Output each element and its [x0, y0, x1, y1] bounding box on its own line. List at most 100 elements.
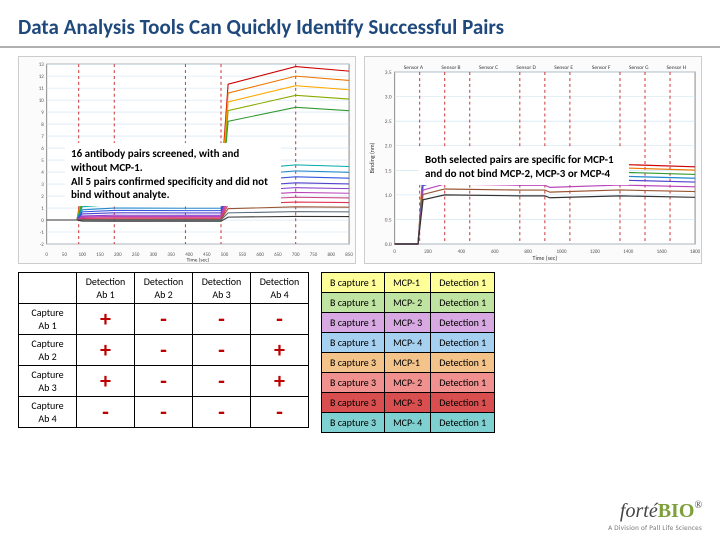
matrix-row-header: CaptureAb 4 — [19, 397, 77, 428]
svg-text:10: 10 — [39, 98, 45, 104]
svg-text:1800: 1800 — [690, 249, 701, 255]
spec-analyte: MCP- 2 — [385, 293, 431, 313]
matrix-row-header: CaptureAb 2 — [19, 335, 77, 366]
svg-text:850: 850 — [345, 252, 353, 258]
spec-row: B capture 3 MCP- 2 Detection 1 — [322, 373, 495, 393]
matrix-cell: - — [135, 335, 193, 366]
svg-text:13: 13 — [39, 62, 45, 68]
spec-analyte: MCP- 4 — [385, 333, 431, 353]
svg-text:Sensor A: Sensor A — [404, 65, 424, 71]
svg-text:9: 9 — [41, 110, 44, 116]
spec-detect: Detection 1 — [431, 293, 495, 313]
svg-text:Sensor C: Sensor C — [479, 65, 498, 71]
svg-text:Binding (nm): Binding (nm) — [368, 142, 376, 173]
matrix-cell: - — [135, 366, 193, 397]
matrix-row-header: CaptureAb 3 — [19, 366, 77, 397]
svg-text:Sensor B: Sensor B — [441, 65, 460, 71]
spec-row: B capture 3 MCP- 3 Detection 1 — [322, 393, 495, 413]
svg-text:100: 100 — [78, 252, 86, 258]
svg-text:Sensor H: Sensor H — [667, 65, 687, 71]
svg-text:750: 750 — [310, 252, 318, 258]
svg-text:150: 150 — [96, 252, 104, 258]
svg-text:3.5: 3.5 — [385, 70, 392, 76]
logo-subtitle: A Division of Pall Life Sciences — [608, 523, 702, 532]
spec-detect: Detection 1 — [431, 333, 495, 353]
svg-text:12: 12 — [39, 74, 45, 80]
svg-text:Time (sec): Time (sec) — [187, 256, 210, 263]
spec-analyte: MCP- 3 — [385, 393, 431, 413]
matrix-col-header: DetectionAb 3 — [193, 273, 251, 304]
svg-text:Sensor E: Sensor E — [554, 65, 573, 71]
slide-title: Data Analysis Tools Can Quickly Identify… — [0, 0, 720, 46]
spec-row: B capture 3 MCP- 4 Detection 1 — [322, 413, 495, 433]
spec-capture: B capture 3 — [322, 393, 385, 413]
svg-text:3.0: 3.0 — [385, 95, 392, 101]
left-chart-panel: -2-1012345678910111213050100150200250300… — [18, 56, 356, 264]
matrix-col-header: DetectionAb 2 — [135, 273, 193, 304]
spec-capture: B capture 1 — [322, 273, 385, 293]
svg-text:0: 0 — [393, 249, 396, 255]
matrix-cell: - — [193, 335, 251, 366]
svg-text:1.5: 1.5 — [385, 168, 392, 174]
spec-capture: B capture 3 — [322, 353, 385, 373]
matrix-cell: - — [193, 397, 251, 428]
matrix-cell: - — [77, 397, 135, 428]
pairing-matrix-table: DetectionAb 1DetectionAb 2DetectionAb 3D… — [18, 272, 309, 428]
svg-text:0.5: 0.5 — [385, 217, 392, 223]
spec-analyte: MCP- 3 — [385, 313, 431, 333]
svg-text:8: 8 — [41, 122, 44, 128]
matrix-col-header: DetectionAb 1 — [77, 273, 135, 304]
svg-text:0.0: 0.0 — [385, 242, 392, 248]
svg-text:250: 250 — [132, 252, 140, 258]
svg-text:Sensor F: Sensor F — [592, 65, 611, 71]
svg-text:2.0: 2.0 — [385, 144, 392, 150]
matrix-row-header: CaptureAb 1 — [19, 304, 77, 335]
svg-text:7: 7 — [41, 134, 44, 140]
svg-text:500: 500 — [221, 252, 229, 258]
svg-text:1.0: 1.0 — [385, 193, 392, 199]
svg-text:2.5: 2.5 — [385, 119, 392, 125]
svg-text:5: 5 — [41, 158, 44, 164]
svg-text:200: 200 — [114, 252, 122, 258]
matrix-cell: - — [193, 304, 251, 335]
svg-text:1: 1 — [41, 206, 44, 212]
svg-text:Sensor G: Sensor G — [629, 65, 649, 71]
svg-text:0: 0 — [45, 252, 48, 258]
svg-text:-2: -2 — [40, 242, 45, 248]
svg-text:50: 50 — [62, 252, 68, 258]
svg-text:800: 800 — [524, 249, 532, 255]
logo-main: fortéBIO® — [608, 500, 702, 523]
matrix-cell: - — [135, 304, 193, 335]
svg-text:800: 800 — [328, 252, 336, 258]
matrix-cell: + — [251, 366, 309, 397]
spec-capture: B capture 1 — [322, 313, 385, 333]
charts-row: -2-1012345678910111213050100150200250300… — [0, 56, 720, 264]
spec-detect: Detection 1 — [431, 393, 495, 413]
spec-row: B capture 1 MCP-1 Detection 1 — [322, 273, 495, 293]
spec-detect: Detection 1 — [431, 273, 495, 293]
matrix-cell: + — [77, 335, 135, 366]
spec-analyte: MCP-1 — [385, 273, 431, 293]
matrix-cell: + — [77, 304, 135, 335]
svg-text:350: 350 — [167, 252, 175, 258]
spec-detect: Detection 1 — [431, 313, 495, 333]
svg-text:400: 400 — [458, 249, 466, 255]
logo: fortéBIO® A Division of Pall Life Scienc… — [608, 500, 702, 532]
spec-row: B capture 1 MCP- 3 Detection 1 — [322, 313, 495, 333]
svg-text:Sensor D: Sensor D — [516, 65, 536, 71]
logo-text-b: BIO — [658, 500, 695, 522]
matrix-cell: + — [251, 335, 309, 366]
title-underline — [0, 46, 720, 48]
spec-row: B capture 1 MCP- 2 Detection 1 — [322, 293, 495, 313]
spec-detect: Detection 1 — [431, 373, 495, 393]
spec-analyte: MCP- 2 — [385, 373, 431, 393]
svg-text:700: 700 — [292, 252, 300, 258]
svg-text:Time (sec): Time (sec) — [533, 254, 558, 262]
svg-text:1000: 1000 — [557, 249, 568, 255]
svg-text:550: 550 — [239, 252, 247, 258]
svg-text:4: 4 — [41, 170, 44, 176]
svg-text:300: 300 — [150, 252, 158, 258]
svg-text:-1: -1 — [40, 230, 45, 236]
matrix-cell: - — [251, 304, 309, 335]
spec-analyte: MCP- 4 — [385, 413, 431, 433]
